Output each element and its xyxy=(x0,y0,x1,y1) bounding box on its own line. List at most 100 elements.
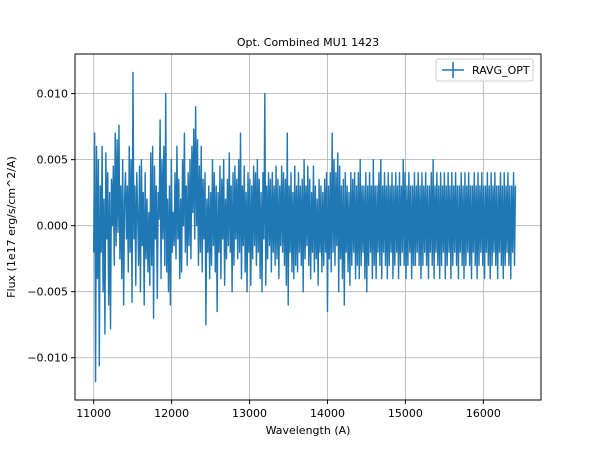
data-point xyxy=(158,218,160,220)
data-point xyxy=(347,271,349,273)
data-point xyxy=(442,251,445,253)
data-point xyxy=(192,211,194,214)
data-point xyxy=(331,132,333,134)
data-point xyxy=(287,304,289,306)
data-point xyxy=(183,132,186,134)
data-point xyxy=(464,172,466,174)
data-point xyxy=(485,251,488,253)
data-point xyxy=(416,251,418,253)
y-tick-label: −0.005 xyxy=(27,286,68,299)
data-point xyxy=(513,264,516,266)
data-point xyxy=(298,251,301,253)
data-point xyxy=(468,172,470,174)
data-point xyxy=(494,172,496,174)
data-point xyxy=(364,277,366,280)
data-point xyxy=(206,198,208,200)
data-point xyxy=(433,277,435,280)
data-point xyxy=(218,251,220,253)
data-point xyxy=(161,159,163,161)
data-point xyxy=(483,185,485,187)
data-point xyxy=(319,251,321,253)
data-point xyxy=(316,198,318,200)
data-point xyxy=(271,172,273,174)
data-point xyxy=(180,198,182,200)
data-point xyxy=(339,258,342,260)
data-point xyxy=(352,178,354,181)
data-point xyxy=(108,304,110,306)
data-point xyxy=(274,264,276,266)
data-point xyxy=(282,172,285,174)
data-point xyxy=(323,264,325,266)
data-point xyxy=(312,165,315,167)
data-point xyxy=(111,225,113,227)
x-axis-label: Wavelength (A) xyxy=(266,424,351,437)
data-point xyxy=(441,185,444,187)
data-point xyxy=(276,258,278,260)
data-point xyxy=(294,165,296,167)
data-point xyxy=(198,165,200,167)
data-point xyxy=(302,291,304,293)
data-point xyxy=(473,172,475,174)
data-point xyxy=(151,264,153,266)
data-point xyxy=(508,264,510,266)
x-tick-label: 13000 xyxy=(232,407,267,420)
data-point xyxy=(119,258,121,260)
data-point xyxy=(235,238,237,240)
data-point xyxy=(368,172,371,174)
data-point xyxy=(393,185,395,187)
data-point xyxy=(256,159,258,161)
data-point xyxy=(249,178,251,181)
data-point xyxy=(459,251,461,253)
data-point xyxy=(307,165,309,167)
data-point xyxy=(400,185,402,187)
data-point xyxy=(504,264,506,266)
data-point xyxy=(267,258,269,260)
data-point xyxy=(321,271,323,273)
data-point xyxy=(414,264,416,266)
data-point xyxy=(168,185,171,187)
data-point xyxy=(238,251,241,253)
data-point xyxy=(394,264,396,266)
data-point xyxy=(311,251,314,253)
data-point xyxy=(110,178,113,181)
data-point xyxy=(178,178,180,181)
data-point xyxy=(449,185,451,187)
data-point xyxy=(431,264,433,266)
data-point xyxy=(301,178,303,181)
data-point xyxy=(177,238,179,240)
data-point xyxy=(109,328,112,330)
data-point xyxy=(297,172,300,174)
data-point xyxy=(399,264,402,266)
data-point xyxy=(245,192,247,194)
data-point xyxy=(512,251,514,253)
data-point xyxy=(236,178,238,181)
data-point xyxy=(411,277,413,280)
data-point xyxy=(430,172,432,174)
data-point xyxy=(317,284,319,286)
data-point xyxy=(357,172,359,174)
data-point xyxy=(446,264,448,266)
data-point xyxy=(502,277,504,280)
data-point xyxy=(120,185,122,187)
data-point xyxy=(487,264,489,266)
data-point xyxy=(484,185,487,187)
data-point xyxy=(174,172,176,174)
data-point xyxy=(362,251,364,253)
data-point xyxy=(382,185,384,187)
data-point xyxy=(377,251,379,253)
data-point xyxy=(241,185,243,187)
data-point xyxy=(248,251,250,253)
data-point xyxy=(342,178,344,181)
data-point xyxy=(365,172,367,174)
data-point xyxy=(106,238,108,240)
data-point xyxy=(471,185,474,187)
data-point xyxy=(121,277,123,280)
data-point xyxy=(143,304,145,306)
data-point xyxy=(253,165,255,167)
x-axis-ticks: 11000 12000 13000 14000 15000 16000 xyxy=(76,400,501,420)
data-point xyxy=(102,291,104,293)
data-point xyxy=(428,185,431,187)
data-point xyxy=(482,264,484,266)
data-point xyxy=(153,165,156,167)
